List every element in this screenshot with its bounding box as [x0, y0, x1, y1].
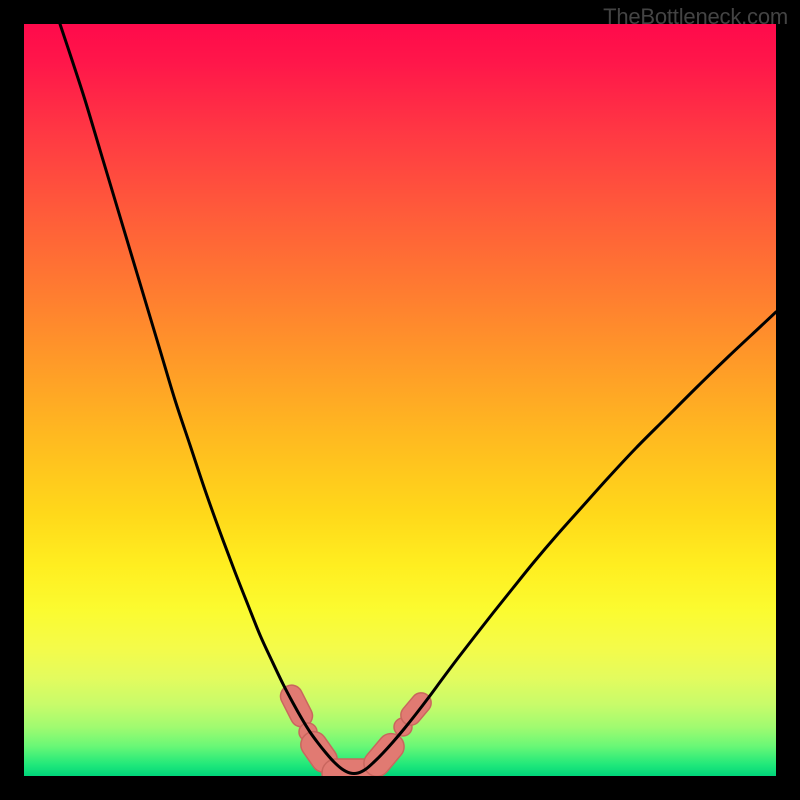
watermark-text: TheBottleneck.com	[603, 4, 788, 30]
chart-container: TheBottleneck.com	[0, 0, 800, 800]
bottleneck-chart	[0, 0, 800, 800]
chart-background	[24, 24, 776, 776]
